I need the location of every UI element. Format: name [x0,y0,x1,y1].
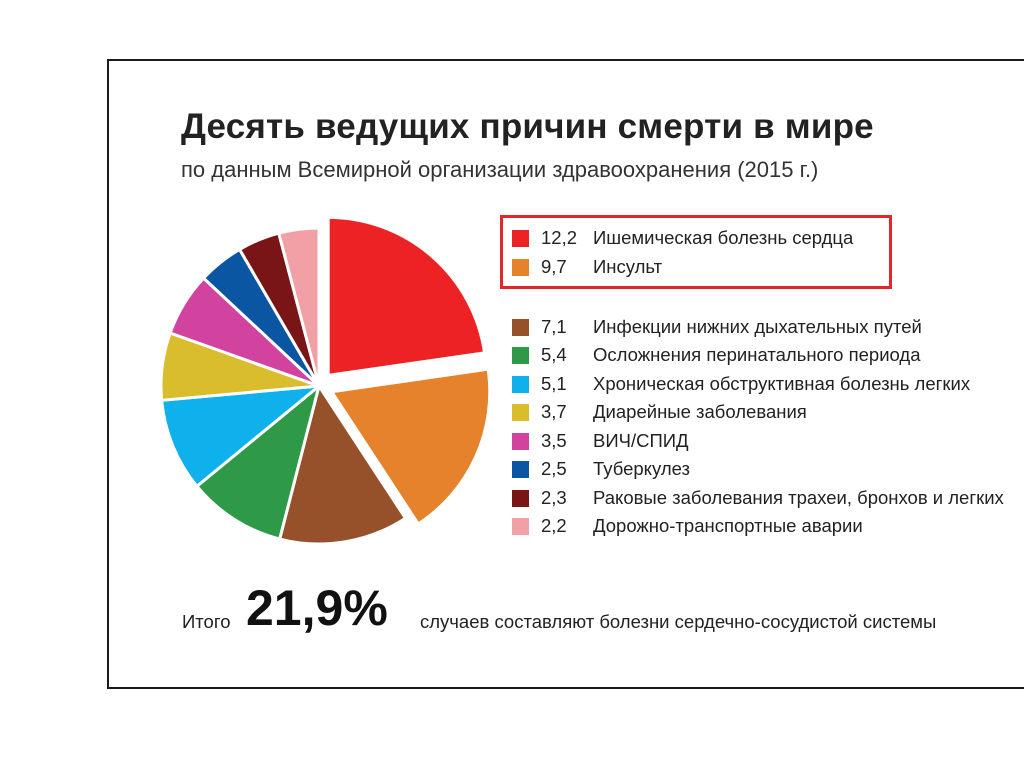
slide-frame: Десять ведущих причин смерти в мире по д… [107,59,1024,689]
legend-item: 3,5 ВИЧ/СПИД [512,429,689,453]
legend-swatch [512,432,529,450]
legend-label: Диарейные заболевания [593,401,807,422]
legend-value: 2,2 [541,515,567,536]
legend-item: 2,5 Туберкулез [512,457,690,481]
legend-swatch [512,346,529,364]
legend-label: Дорожно-транспортные аварии [593,515,863,536]
chart-subtitle: по данным Всемирной организации здравоох… [181,157,819,182]
legend-label: Раковые заболевания трахеи, бронхов и ле… [593,487,1004,508]
legend-swatch [512,318,529,336]
legend-label: ВИЧ/СПИД [593,430,689,451]
legend-swatch [512,258,529,276]
legend-item: 2,3 Раковые заболевания трахеи, бронхов и… [512,486,1004,510]
pie-slice-5 [160,384,321,488]
pie-slice-4 [195,384,321,541]
footer-total-percent: 21,9% [246,580,388,636]
chart-title: Десять ведущих причин смерти в мире [181,107,874,146]
pie-slice-3 [278,384,407,546]
legend-highlight-box [500,215,892,289]
legend-value: 9,7 [541,256,567,277]
legend-label: Туберкулез [593,458,690,479]
legend-value: 12,2 [541,227,578,248]
legend-item: 7,1 Инфекции нижних дыхательных путей [512,315,922,339]
legend-swatch [512,403,529,421]
pie-chart [159,215,492,546]
legend-label: Ишемическая болезнь сердца [593,227,854,248]
legend-value: 3,5 [541,430,567,451]
legend-label: Осложнения перинатального периода [593,344,921,365]
footer-prefix: Итого [182,611,231,632]
legend-value: 3,7 [541,401,567,422]
legend-value: 5,4 [541,344,567,365]
legend-value: 5,1 [541,373,567,394]
legend-item: 3,7 Диарейные заболевания [512,400,807,424]
pie-slice-2 [330,367,492,526]
legend-swatch [512,229,529,247]
legend-label: Инсульт [593,256,663,277]
legend-swatch [512,460,529,478]
legend-label: Инфекции нижних дыхательных путей [593,316,922,337]
legend-item: 12,2 Ишемическая болезнь сердца [512,226,853,250]
pie-slice-1 [326,215,487,377]
legend-item: 2,2 Дорожно-транспортные аварии [512,514,863,538]
legend-value: 2,3 [541,487,567,508]
legend-swatch [512,517,529,535]
pie-slice-10 [277,226,321,388]
legend-label: Хроническая обструктивная болезнь легких [593,373,971,394]
legend-value: 2,5 [541,458,567,479]
footer-suffix: случаев составляют болезни сердечно-сосу… [420,611,937,632]
legend-item: 5,4 Осложнения перинатального периода [512,343,921,367]
legend-item: 5,1 Хроническая обструктивная болезнь лег… [512,372,970,396]
legend-value: 7,1 [541,316,567,337]
legend-item: 9,7 Инсульт [512,255,662,279]
legend-swatch [512,489,529,507]
legend-swatch [512,375,529,393]
